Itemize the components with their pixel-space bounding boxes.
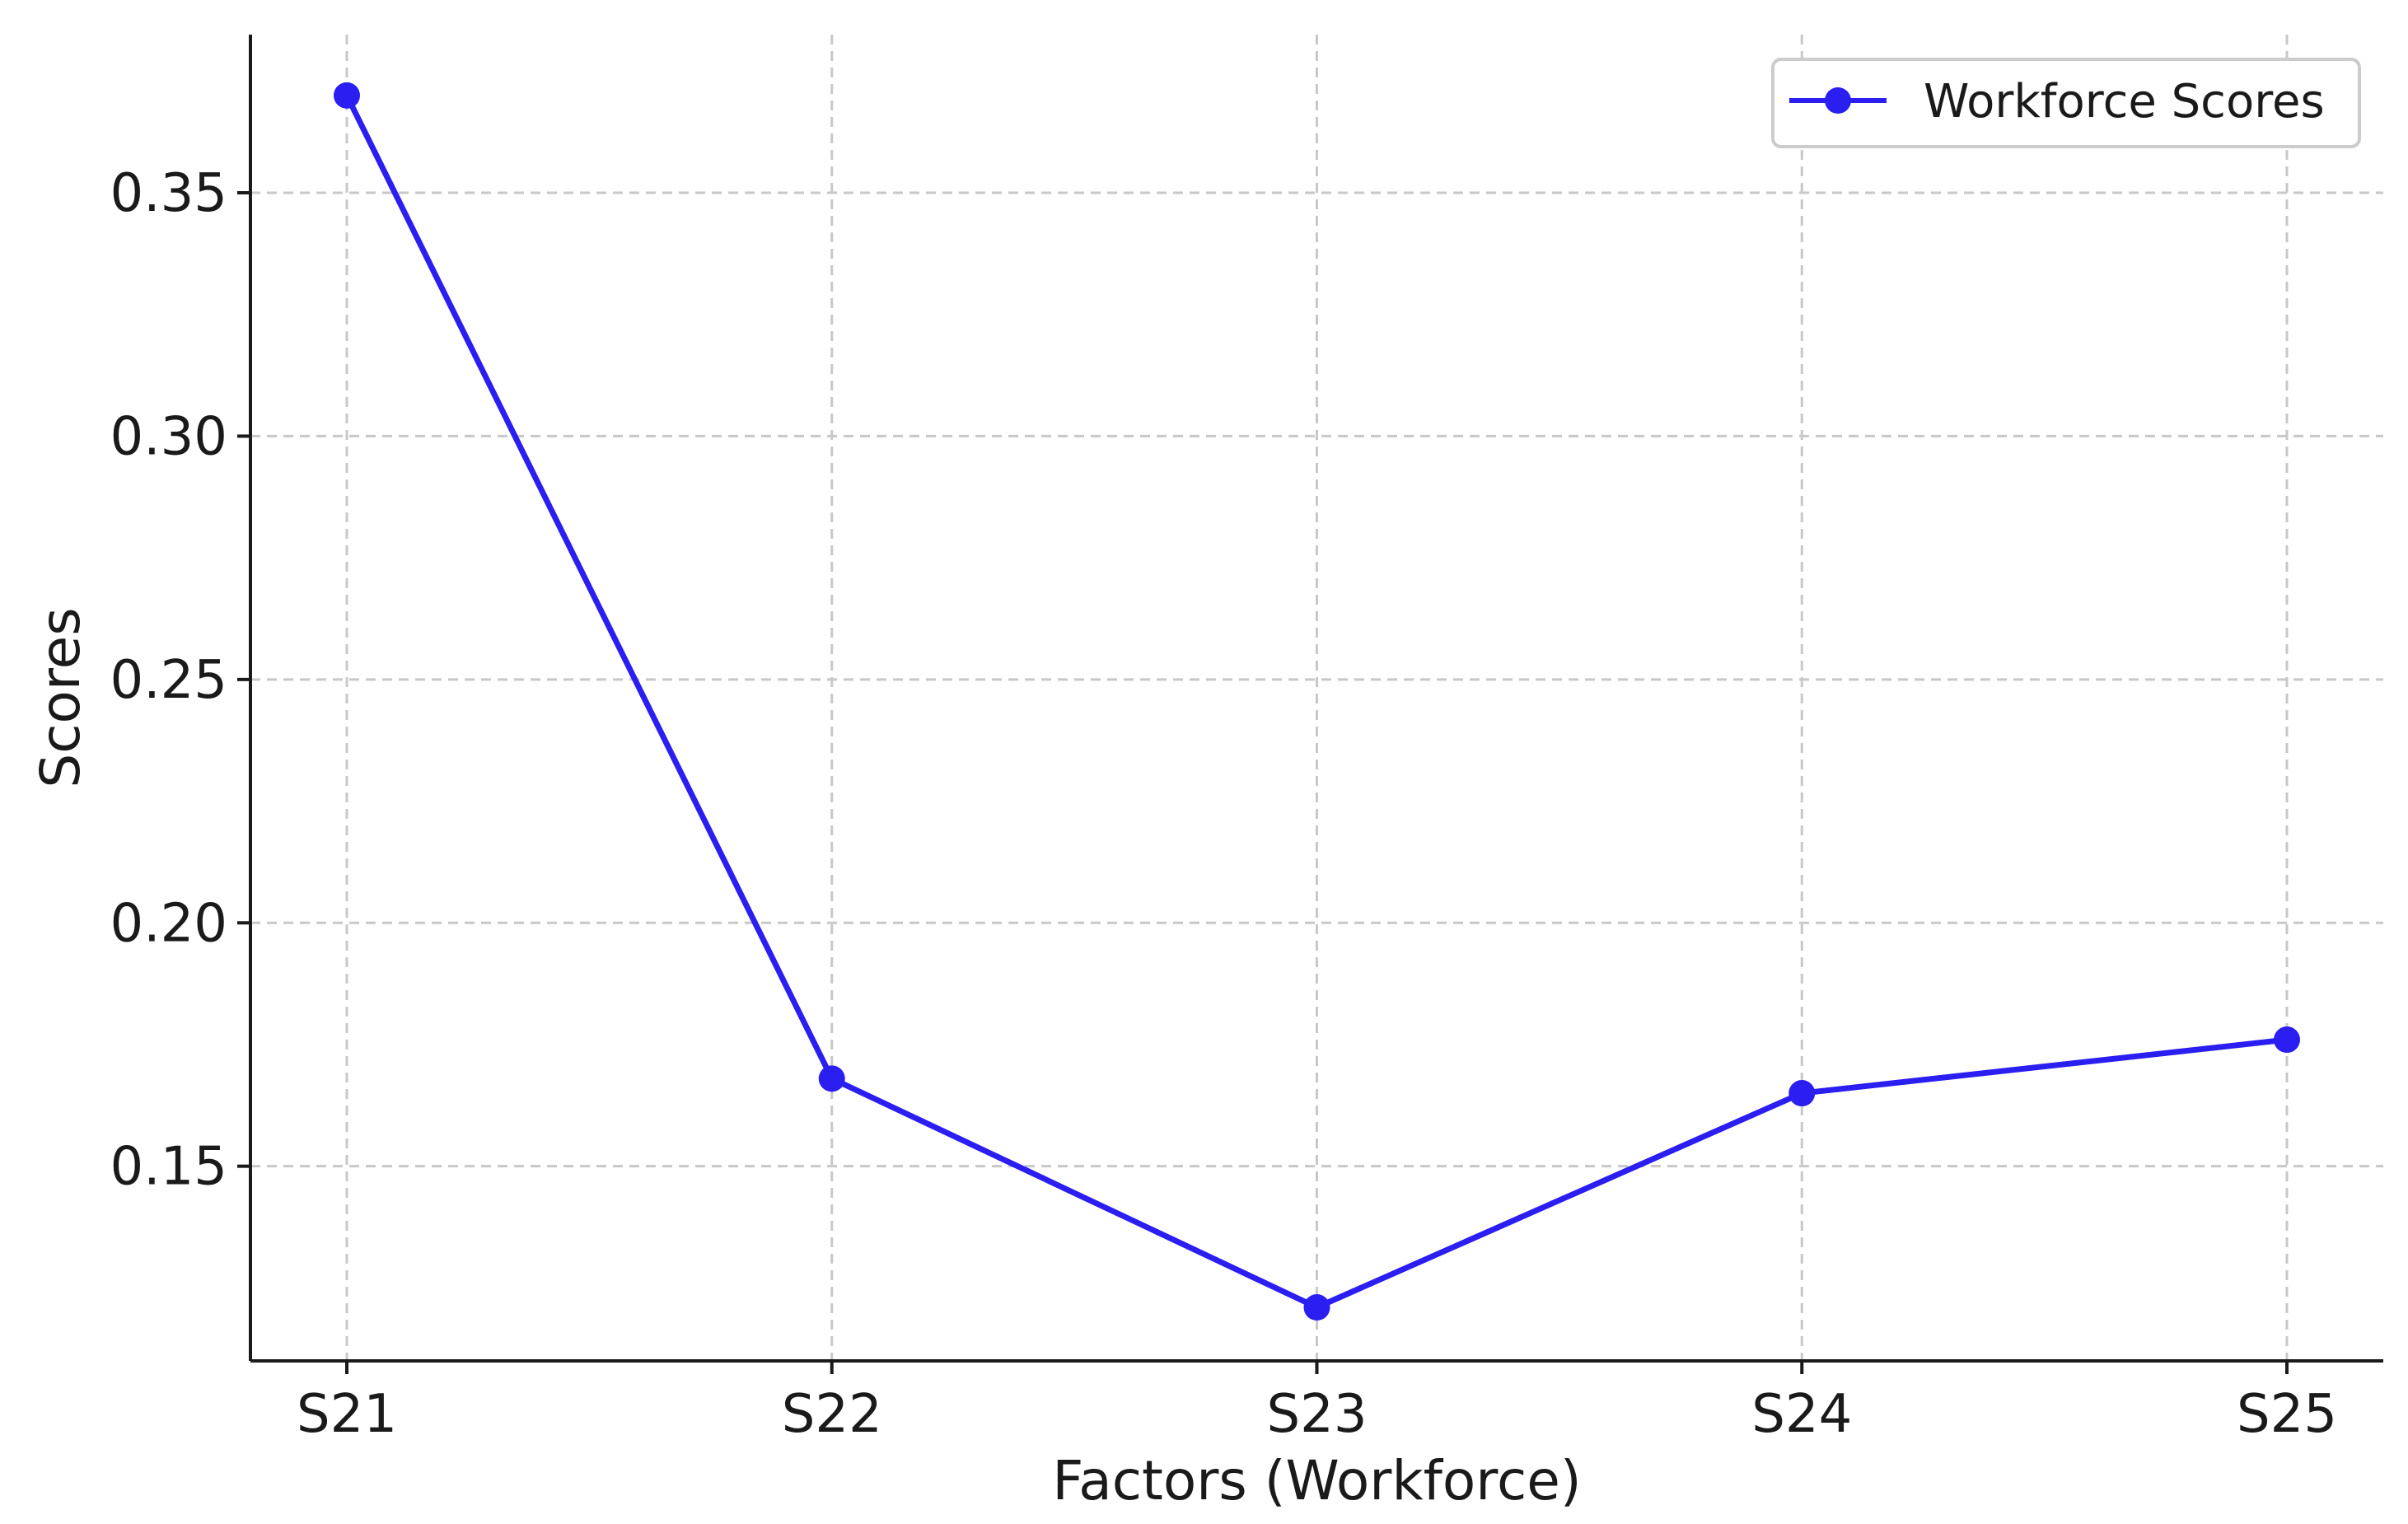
data-point xyxy=(818,1065,845,1092)
x-axis-label: Factors (Workforce) xyxy=(1052,1449,1581,1512)
legend-marker-icon xyxy=(1825,87,1851,114)
legend-box xyxy=(1771,58,2361,148)
series xyxy=(334,82,2300,1321)
x-tick-label: S22 xyxy=(782,1384,882,1445)
data-point xyxy=(2274,1026,2300,1054)
x-tick-label: S23 xyxy=(1266,1384,1367,1445)
x-tick-label: S25 xyxy=(2237,1384,2337,1445)
y-tick-label: 0.25 xyxy=(110,650,228,711)
y-tick-label: 0.35 xyxy=(110,163,228,224)
y-tick-label: 0.15 xyxy=(110,1137,228,1198)
data-point xyxy=(334,82,360,109)
data-point xyxy=(1788,1080,1816,1107)
y-tick-label: 0.20 xyxy=(110,893,228,954)
grid xyxy=(250,35,2383,1361)
data-point xyxy=(1303,1294,1330,1321)
ticks: 0.15 0.20 0.25 0.30 0.35 S21 S22 S23 S24 S25 xyxy=(110,163,2338,1445)
y-tick-label: 0.30 xyxy=(110,406,228,467)
x-tick-label: S24 xyxy=(1751,1384,1852,1445)
legend: Workforce Scores xyxy=(1771,58,2361,148)
y-axis-label: Scores xyxy=(29,607,92,788)
x-tick-label: S21 xyxy=(297,1384,397,1445)
legend-entry-label: Workforce Scores xyxy=(1924,75,2325,129)
